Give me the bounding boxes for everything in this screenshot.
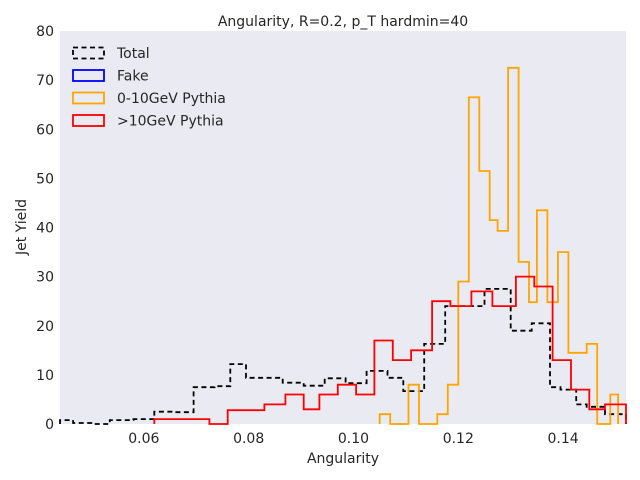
series-layer	[59, 66, 627, 425]
y-tick-label: 80	[36, 24, 54, 40]
legend-swatch	[72, 46, 105, 60]
y-tick-label: 40	[36, 221, 54, 237]
x-tick-label: 0.10	[338, 431, 369, 447]
legend-label: Fake	[117, 69, 149, 85]
y-tick-labels: 0 10 20 30 40 50 60 70 80	[36, 24, 54, 433]
plot-background	[60, 31, 626, 424]
x-tick-label: 0.14	[548, 431, 579, 447]
legend-swatch	[72, 114, 105, 127]
y-tick-label: 0	[45, 417, 54, 433]
x-tick-label: 0.12	[443, 431, 474, 447]
x-tick-label: 0.08	[233, 431, 264, 447]
x-tick-labels: 0.06 0.08 0.10 0.12 0.14	[128, 431, 579, 447]
legend-swatch	[72, 69, 105, 82]
legend: Total Fake 0-10GeV Pythia >10GeV Pythia	[72, 46, 226, 130]
y-tick-label: 20	[36, 319, 54, 335]
legend-label: 0-10GeV Pythia	[117, 91, 226, 107]
legend-label: Total	[116, 46, 150, 62]
x-tick-label: 0.06	[128, 431, 159, 447]
y-axis-label: Jet Yield	[14, 199, 30, 256]
series-line-3	[153, 275, 627, 425]
y-tick-label: 70	[36, 73, 54, 89]
y-tick-label: 10	[36, 368, 54, 384]
legend-swatch	[72, 91, 105, 105]
chart-title: Angularity, R=0.2, p_T hardmin=40	[218, 14, 468, 30]
legend-label: >10GeV Pythia	[117, 114, 224, 130]
y-tick-label: 50	[36, 171, 54, 187]
y-tick-label: 30	[36, 270, 54, 286]
series-line-0	[59, 288, 627, 425]
series-line-2	[378, 66, 619, 425]
y-tick-label: 60	[36, 122, 54, 138]
x-axis-label: Angularity	[307, 451, 379, 467]
